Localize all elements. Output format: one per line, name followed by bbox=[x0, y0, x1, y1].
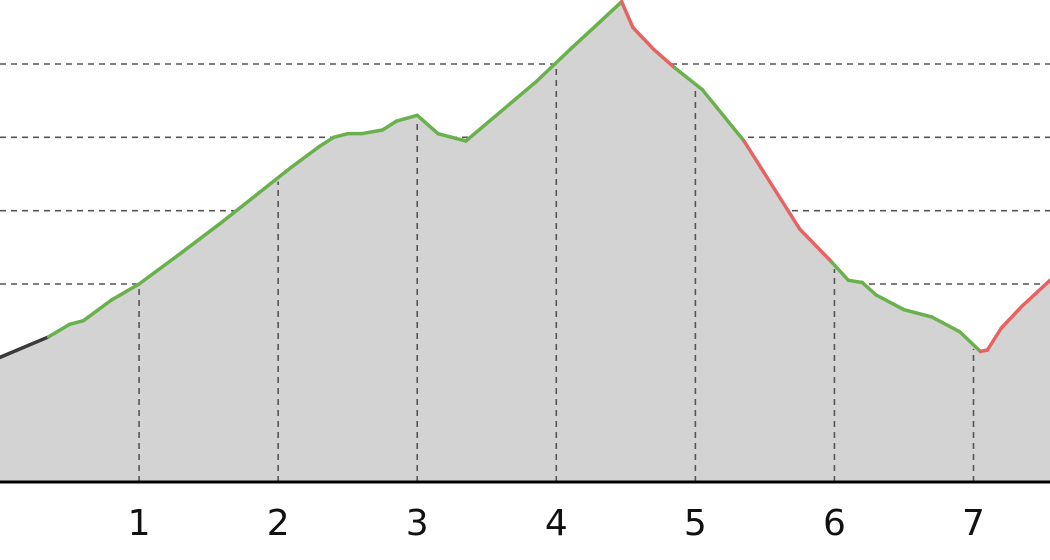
profile-segment-24 bbox=[631, 25, 656, 52]
profile-segment-2 bbox=[67, 318, 86, 327]
profile-segment-35 bbox=[874, 293, 906, 312]
profile-segment-7 bbox=[220, 186, 266, 224]
profile-segment-20 bbox=[533, 47, 572, 85]
profile-segment-8 bbox=[262, 164, 294, 191]
profile-segment-38 bbox=[957, 329, 983, 354]
profile-segment-9 bbox=[290, 144, 322, 169]
profile-segment-4 bbox=[109, 282, 141, 302]
profile-segment-41 bbox=[999, 304, 1024, 330]
x-tick-label-1: 1 bbox=[128, 503, 151, 544]
profile-segment-34 bbox=[860, 280, 878, 297]
x-tick-label-6: 6 bbox=[823, 503, 846, 544]
profile-segment-6 bbox=[179, 219, 225, 255]
profile-segment-11 bbox=[332, 131, 350, 140]
profile-segment-28 bbox=[721, 113, 746, 143]
profile-segment-10 bbox=[318, 135, 336, 148]
elevation-area-fill bbox=[0, 1, 1050, 483]
profile-segment-25 bbox=[651, 47, 677, 70]
profile-segment-22 bbox=[596, 0, 624, 26]
profile-segment-37 bbox=[930, 315, 962, 334]
profile-segment-31 bbox=[797, 227, 834, 264]
profile-segment-32 bbox=[829, 260, 851, 283]
profile-segment-1 bbox=[46, 322, 72, 339]
profile-segment-19 bbox=[498, 80, 538, 114]
x-tick-label-7: 7 bbox=[962, 503, 985, 544]
profile-segment-18 bbox=[464, 109, 503, 143]
x-tick-label-5: 5 bbox=[684, 503, 707, 544]
profile-segment-17 bbox=[436, 131, 468, 143]
profile-segment-14 bbox=[380, 119, 399, 132]
profile-segment-40 bbox=[985, 326, 1004, 352]
profile-segment-13 bbox=[359, 128, 385, 136]
x-tick-labels: 1 2 3 4 5 6 7 bbox=[128, 503, 985, 544]
x-tick-label-4: 4 bbox=[545, 503, 568, 544]
profile-segment-26 bbox=[672, 65, 705, 92]
profile-segment-15 bbox=[394, 113, 419, 123]
profile-segment-0 bbox=[0, 335, 51, 360]
profile-segment-29 bbox=[742, 139, 774, 187]
x-tick-label-3: 3 bbox=[406, 503, 429, 544]
profile-segment-30 bbox=[770, 183, 802, 231]
vertical-grid-lines bbox=[138, 66, 975, 482]
profile-segment-23 bbox=[619, 0, 635, 30]
profile-segment-42 bbox=[1020, 278, 1050, 308]
profile-segment-3 bbox=[81, 298, 114, 323]
profile-segment-5 bbox=[137, 251, 183, 286]
x-tick-label-2: 2 bbox=[267, 503, 290, 544]
profile-segment-33 bbox=[846, 278, 865, 285]
elevation-line bbox=[0, 0, 1050, 360]
profile-segment-16 bbox=[415, 113, 440, 136]
profile-segment-27 bbox=[700, 87, 725, 118]
elevation-area bbox=[0, 1, 1050, 483]
profile-segment-21 bbox=[568, 21, 600, 52]
profile-segment-36 bbox=[902, 307, 934, 319]
